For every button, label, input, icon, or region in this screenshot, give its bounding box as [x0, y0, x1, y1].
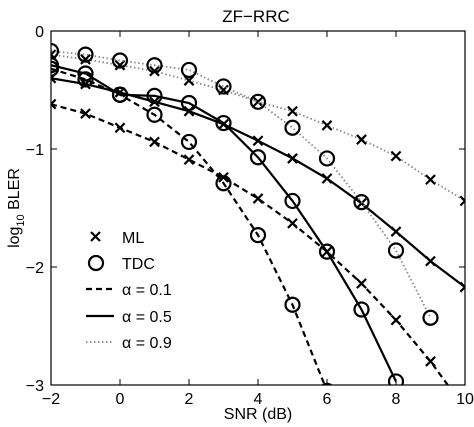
legend-entry-alpha-09: α = 0.9 [86, 335, 172, 352]
legend-x-marker [90, 231, 101, 242]
x-tick-label: 6 [323, 391, 332, 408]
data-point-circle-marker [111, 52, 129, 69]
data-point-x-marker [80, 78, 91, 90]
data-point-x-marker [356, 134, 367, 145]
data-point-circle-marker [353, 301, 370, 318]
legend-entry-ml: ML [90, 230, 144, 247]
data-point-circle-marker [215, 175, 232, 192]
data-point-circle-marker [318, 243, 336, 260]
data-point-circle-marker [249, 93, 267, 110]
data-point-circle-marker [77, 46, 94, 63]
data-point-circle-marker [180, 94, 198, 112]
x-axis-label: SNR (dB) [224, 406, 292, 423]
series-layer [51, 42, 465, 385]
data-point-x-marker [252, 135, 264, 147]
series-ml-alpha-01 [51, 98, 450, 385]
y-tick-label: −2 [26, 260, 44, 277]
data-point-x-marker [183, 154, 195, 165]
data-point-x-marker [218, 171, 229, 183]
y-axis-label-rest: BLER [6, 168, 23, 214]
data-point-x-marker [425, 255, 436, 267]
series-line [51, 64, 397, 382]
data-point-x-marker [51, 72, 57, 84]
data-point-x-marker [425, 356, 436, 367]
data-point-x-marker [114, 122, 126, 134]
data-point-circle-marker [422, 309, 439, 326]
x-tick-label: 4 [254, 391, 263, 408]
data-point-circle-marker [111, 86, 129, 103]
data-point-x-marker [390, 226, 402, 237]
data-point-circle-marker [146, 106, 163, 123]
data-point-circle-marker [215, 114, 232, 132]
series-line [51, 50, 432, 319]
x-tick-label: 2 [185, 391, 194, 408]
data-point-circle-marker [249, 227, 267, 244]
series-tdc-alpha-05 [51, 57, 405, 385]
series-line [51, 67, 326, 385]
data-point-x-marker [287, 105, 298, 117]
data-point-x-marker [459, 195, 465, 207]
plot-area [51, 31, 465, 385]
data-point-x-marker [321, 120, 333, 131]
data-point-circle-marker [180, 61, 198, 79]
data-point-circle-marker [180, 133, 198, 151]
legend-label-alpha-05: α = 0.5 [122, 309, 172, 326]
x-tick-label: 0 [116, 391, 125, 408]
legend-label-tdc: TDC [122, 256, 155, 273]
data-point-x-marker [356, 278, 367, 289]
y-axis-label-subscript: 10 [15, 214, 27, 226]
series-tdc-alpha-09 [51, 42, 439, 326]
data-point-circle-marker [387, 242, 405, 259]
legend-label-ml: ML [122, 230, 144, 247]
y-tick-label: −3 [26, 378, 44, 395]
data-point-x-marker [252, 193, 264, 204]
ticks-layer: −2 0 2 4 6 8 10−3−2−10 [26, 24, 474, 408]
data-point-circle-marker [77, 65, 94, 82]
legend-entry-tdc: TDC [87, 254, 155, 273]
data-point-x-marker [390, 314, 402, 326]
data-point-circle-marker [284, 119, 301, 136]
data-point-x-marker [51, 98, 57, 110]
data-point-x-marker [390, 150, 402, 162]
data-point-x-marker [252, 96, 264, 108]
chart-title: ZF−RRC [222, 7, 290, 26]
data-point-circle-marker [353, 194, 370, 211]
y-axis-label-main: log [6, 227, 23, 248]
data-point-circle-marker [284, 192, 301, 210]
data-point-x-marker [287, 217, 298, 229]
data-point-circle-marker [387, 373, 405, 385]
legend-label-alpha-09: α = 0.9 [122, 335, 172, 352]
x-tick-label: −2 [42, 391, 60, 408]
data-point-circle-marker [146, 87, 163, 105]
y-axis-label: log10 BLER [6, 168, 27, 248]
x-tick-label: 10 [456, 391, 474, 408]
data-point-x-marker [80, 53, 91, 65]
data-point-circle-marker [249, 149, 267, 166]
data-point-x-marker [183, 75, 195, 86]
legend-entry-alpha-05: α = 0.5 [86, 309, 172, 326]
legend-circle-marker [87, 254, 105, 272]
legend-label-alpha-01: α = 0.1 [122, 282, 172, 299]
data-point-circle-marker [284, 296, 301, 313]
data-point-circle-marker [146, 57, 163, 74]
data-point-circle-marker [51, 42, 60, 60]
data-point-x-marker [149, 136, 160, 148]
data-point-x-marker [287, 153, 298, 164]
data-point-circle-marker [51, 57, 60, 74]
data-point-x-marker [80, 108, 91, 119]
y-tick-label: 0 [35, 24, 44, 41]
y-tick-label: −1 [26, 142, 44, 159]
legend-entry-alpha-01: α = 0.1 [86, 282, 172, 299]
data-point-x-marker [459, 281, 465, 293]
data-point-circle-marker [215, 78, 232, 95]
data-point-x-marker [425, 174, 436, 186]
data-point-x-marker [114, 59, 126, 71]
data-point-x-marker [321, 173, 333, 184]
x-tick-label: 8 [392, 391, 401, 408]
data-point-circle-marker [318, 150, 336, 167]
legend: ML TDC α = 0.1 α = 0.5 α = 0.9 [86, 230, 172, 352]
